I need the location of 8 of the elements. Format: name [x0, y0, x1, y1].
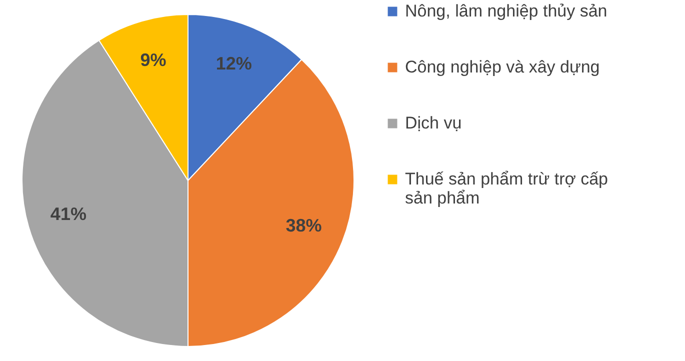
legend-label: Thuế sản phẩm trừ trợ cấp sản phẩm — [405, 170, 608, 208]
data-label: 12% — [216, 54, 252, 74]
legend-label: Nông, lâm nghiệp thủy sản — [405, 2, 608, 20]
legend-label: Công nghiệp và xây dựng — [405, 58, 600, 76]
data-label: 41% — [50, 204, 86, 224]
data-label: 9% — [140, 50, 166, 70]
data-label: 38% — [286, 215, 322, 236]
legend-label: Dịch vụ — [405, 114, 462, 132]
